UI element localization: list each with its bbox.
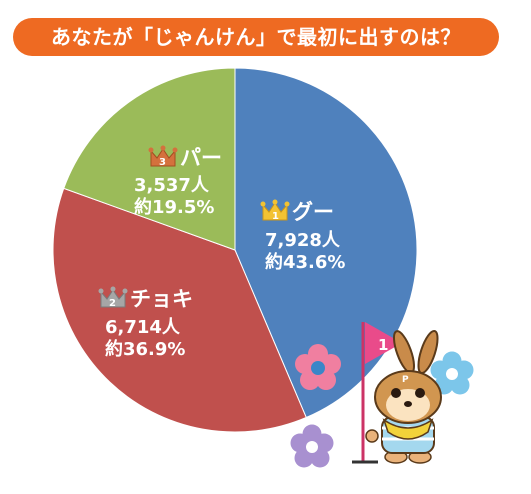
slice-percent: 約19.5% — [134, 196, 214, 218]
pie-slice-3 — [63, 67, 236, 251]
mascot-illustration: 1 P — [352, 322, 442, 464]
crown-silver-icon: 2 — [98, 286, 128, 309]
label-gu: 1 グー 7,928人 約43.6% — [260, 199, 345, 273]
rank-number: 2 — [109, 298, 116, 309]
slice-percent: 約36.9% — [105, 338, 185, 360]
label-pa: 3 パー 3,537人 約19.5% — [134, 145, 222, 218]
flower-purple-icon — [290, 424, 334, 468]
crown-bronze-icon: 3 — [148, 145, 178, 168]
slice-count: 7,928人 — [265, 230, 341, 251]
slice-label: パー — [180, 146, 222, 170]
slice-label: チョキ — [130, 287, 193, 311]
slice-percent: 約43.6% — [265, 251, 345, 273]
flower-blue-icon — [430, 351, 474, 395]
slice-count: 6,714人 — [105, 317, 181, 338]
rank-number: 3 — [159, 157, 166, 168]
rank-number: 1 — [272, 211, 279, 222]
slice-label: グー — [292, 200, 334, 224]
pie-slice-2 — [52, 187, 307, 433]
slice-count: 3,537人 — [134, 175, 210, 196]
mascot-badge-letter: P — [402, 375, 409, 385]
chart-title: あなたが「じゃんけん」で最初に出すのは？ — [13, 18, 499, 56]
crown-gold-icon: 1 — [260, 199, 290, 222]
flag-number: 1 — [378, 336, 388, 354]
label-choki: 2 チョキ 6,714人 約36.9% — [98, 286, 193, 360]
flower-pink-icon — [295, 344, 341, 390]
pie-slices — [52, 67, 418, 433]
